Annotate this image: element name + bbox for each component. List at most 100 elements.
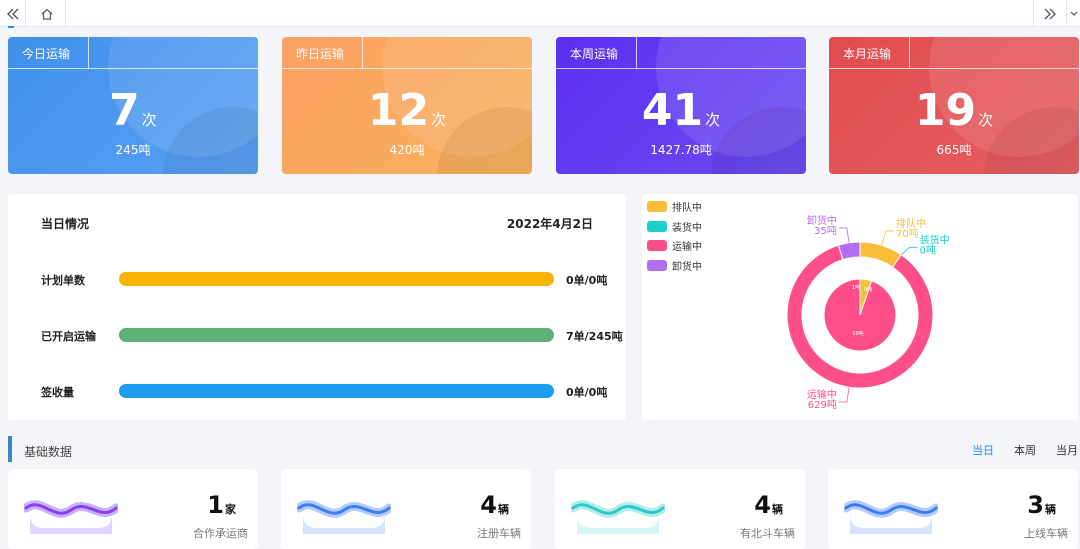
outer-slice-label: 35吨: [814, 224, 837, 237]
started-transport-bar: [119, 328, 554, 342]
legend-item-loading[interactable]: 装货中: [647, 217, 702, 237]
stat-card-weight: 420吨: [389, 143, 425, 157]
legend-label: 排队中: [672, 203, 702, 215]
stat-card-title: 昨日运输: [296, 47, 345, 61]
tab-home[interactable]: [28, 0, 66, 27]
stat-card-count: 19 次: [829, 89, 1079, 133]
legend-swatch: [647, 240, 667, 252]
outer-slice[interactable]: [837, 241, 861, 261]
section-accent-bar: [8, 436, 12, 462]
basic-count-value: 1: [207, 491, 224, 519]
stat-card-weight: 665吨: [936, 143, 972, 157]
basic-card-beidou-vehicles: 4辆有北斗车辆: [555, 469, 805, 549]
stat-card-title: 今日运输: [22, 47, 71, 61]
slice-leader-line: [838, 227, 850, 243]
basic-card-label: 有北斗车辆: [740, 527, 795, 540]
stat-card-header: 今日运输: [8, 37, 258, 69]
outer-slice-label: 0吨: [920, 243, 936, 256]
wave-icon: [24, 500, 118, 534]
double-chevron-left-icon: [6, 8, 18, 19]
basic-count-value: 4: [480, 491, 497, 519]
basic-count: 1家: [207, 493, 236, 517]
signed-receipt-bar: [119, 384, 554, 398]
basic-count-value: 3: [1027, 491, 1044, 519]
basic-card-label: 注册车辆: [477, 527, 521, 540]
scroll-tabs-left-button[interactable]: [0, 0, 26, 27]
stat-card-month: 本月运输 19 次 665吨: [829, 37, 1079, 174]
stat-card-week: 本周运输 41 次 1427.78吨: [556, 37, 806, 174]
basic-count: 4辆: [480, 493, 509, 517]
started-transport-label: 已开启运输: [41, 330, 96, 343]
wave-icon: [297, 500, 391, 534]
outer-slice-label: 70吨: [896, 227, 919, 240]
legend-item-unloading[interactable]: 卸货中: [647, 256, 702, 276]
basic-count: 4辆: [754, 493, 783, 517]
stat-count-unit: 次: [431, 111, 447, 129]
outer-slice[interactable]: [786, 244, 934, 389]
started-transport-value: 7单/245吨: [566, 330, 623, 343]
header-divider: [362, 37, 363, 69]
stat-card-header: 昨日运输: [282, 37, 532, 69]
stat-count-value: 7: [109, 85, 140, 136]
inner-slice-label: 0吨: [864, 286, 872, 293]
outer-slice-label: 装货中: [920, 233, 950, 246]
signed-receipt-label: 签收量: [41, 386, 74, 399]
legend-label: 卸货中: [672, 261, 702, 273]
header-divider: [909, 37, 910, 69]
signed-receipt-value: 0单/0吨: [566, 386, 608, 399]
stat-count-unit: 次: [705, 111, 721, 129]
period-tab-week[interactable]: 本周: [1014, 444, 1036, 457]
tab-bar: [0, 0, 1080, 28]
basic-card-label: 合作承运商: [193, 527, 248, 540]
daily-status-panel: 当日情况 2022年4月2日 计划单数 0单/0吨 已开启运输 7单/245吨 …: [8, 194, 626, 420]
home-icon: [41, 8, 52, 20]
basic-card-online-vehicles: 3辆 上线车辆: [828, 469, 1078, 549]
scroll-tabs-right-button[interactable]: [1033, 0, 1065, 27]
stat-count-value: 12: [367, 85, 430, 136]
stat-card-count: 41 次: [556, 89, 806, 133]
inner-slice-label: 18吨: [852, 330, 863, 337]
inner-slice[interactable]: [823, 278, 897, 352]
chevron-down-icon: [1070, 11, 1077, 16]
active-tab-indicator: [8, 26, 14, 28]
planned-orders-value: 0单/0吨: [566, 274, 608, 287]
basic-card-label: 上线车辆: [1024, 527, 1068, 540]
outer-slice-label: 排队中: [896, 217, 926, 230]
slice-leader-line: [838, 387, 850, 403]
basic-count-value: 4: [754, 491, 771, 519]
basic-card-carriers: 1家合作承运商: [8, 469, 258, 549]
stat-count-unit: 次: [141, 111, 157, 129]
period-tab-month[interactable]: 当月: [1056, 444, 1078, 457]
legend-label: 运输中: [672, 242, 702, 254]
basic-count-unit: 家: [225, 503, 236, 516]
outer-slice-label: 卸货中: [807, 214, 837, 227]
inner-slice-label: 1吨: [852, 284, 860, 291]
stat-card-count: 12 次: [282, 89, 532, 133]
planned-orders-bar: [119, 272, 554, 286]
legend-swatch: [647, 259, 667, 271]
stat-card-yesterday: 昨日运输 12 次 420吨: [282, 37, 532, 174]
outer-slice-label: 629吨: [808, 398, 837, 411]
daily-status-title: 当日情况: [41, 217, 90, 231]
legend-swatch: [647, 220, 667, 232]
stat-card-title: 本月运输: [843, 47, 892, 61]
header-divider: [636, 37, 637, 69]
legend-swatch: [647, 201, 667, 213]
basic-data-title: 基础数据: [24, 445, 73, 459]
legend-item-transporting[interactable]: 运输中: [647, 236, 702, 256]
legend-label: 装货中: [672, 222, 702, 234]
stat-count-unit: 次: [978, 111, 994, 129]
legend-item-queuing[interactable]: 排队中: [647, 197, 702, 217]
period-tab-today[interactable]: 当日: [972, 444, 994, 457]
double-chevron-right-icon: [1044, 8, 1056, 19]
basic-count-unit: 辆: [498, 503, 509, 516]
stat-card-header: 本月运输: [829, 37, 1079, 69]
stat-count-value: 41: [641, 85, 704, 136]
daily-status-date: 2022年4月2日: [506, 217, 593, 231]
tab-menu-button[interactable]: [1066, 0, 1080, 27]
planned-orders-label: 计划单数: [41, 274, 85, 287]
slice-leader-line: [900, 246, 918, 256]
header-divider: [88, 37, 89, 69]
